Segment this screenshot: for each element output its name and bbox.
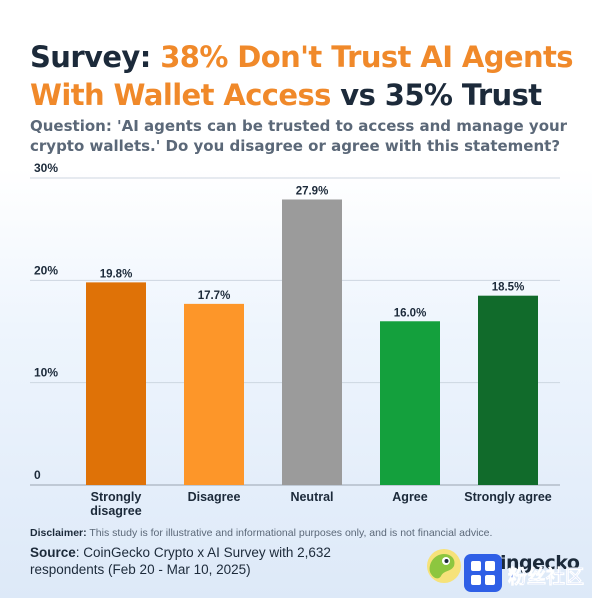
disclaimer-text: This study is for illustrative and infor… — [86, 527, 493, 539]
title-suffix: vs 35% Trust — [330, 78, 542, 112]
data-label: 16.0% — [394, 307, 427, 319]
data-label: 27.9% — [296, 185, 329, 197]
data-label: 18.5% — [492, 282, 525, 294]
chart-title: Survey: 38% Don't Trust AI Agents With W… — [30, 38, 575, 114]
x-tick-label: Strongly — [91, 490, 142, 504]
y-tick-label: 10% — [34, 366, 58, 380]
logo-text: ingecko — [500, 552, 580, 574]
x-tick-label: Agree — [392, 490, 427, 504]
bar — [184, 303, 244, 485]
data-label: 17.7% — [198, 290, 231, 302]
source-note: Source: CoinGecko Crypto x AI Survey wit… — [30, 544, 390, 578]
x-tick-label: Strongly agree — [464, 490, 552, 504]
title-prefix: Survey: — [30, 40, 161, 74]
bar — [380, 321, 440, 485]
x-tick-label: Disagree — [188, 490, 241, 504]
bar — [478, 295, 538, 485]
watermark: 粉丝社区 — [464, 554, 584, 592]
y-tick-label: 20% — [34, 263, 58, 277]
x-tick-label: Neutral — [290, 490, 333, 504]
disclaimer-label: Disclaimer: — [30, 527, 87, 539]
survey-question: Question: 'AI agents can be trusted to a… — [30, 117, 568, 155]
source-label: Source — [30, 545, 76, 560]
disclaimer: Disclaimer: This study is for illustrati… — [30, 527, 575, 539]
title-highlight: 38% Don't Trust AI Agents With Wallet Ac… — [30, 40, 574, 112]
x-tick-label: disagree — [90, 504, 141, 518]
source-text: : CoinGecko Crypto x AI Survey with 2,63… — [30, 545, 331, 577]
y-tick-label: 0 — [34, 468, 41, 482]
y-tick-label: 30% — [34, 161, 58, 175]
bar — [86, 282, 146, 485]
watermark-logo-icon — [464, 554, 502, 592]
watermark-text: 粉丝社区 — [508, 565, 584, 588]
data-label: 19.8% — [100, 268, 133, 280]
bar — [282, 199, 342, 486]
coingecko-logo-icon — [427, 549, 461, 583]
